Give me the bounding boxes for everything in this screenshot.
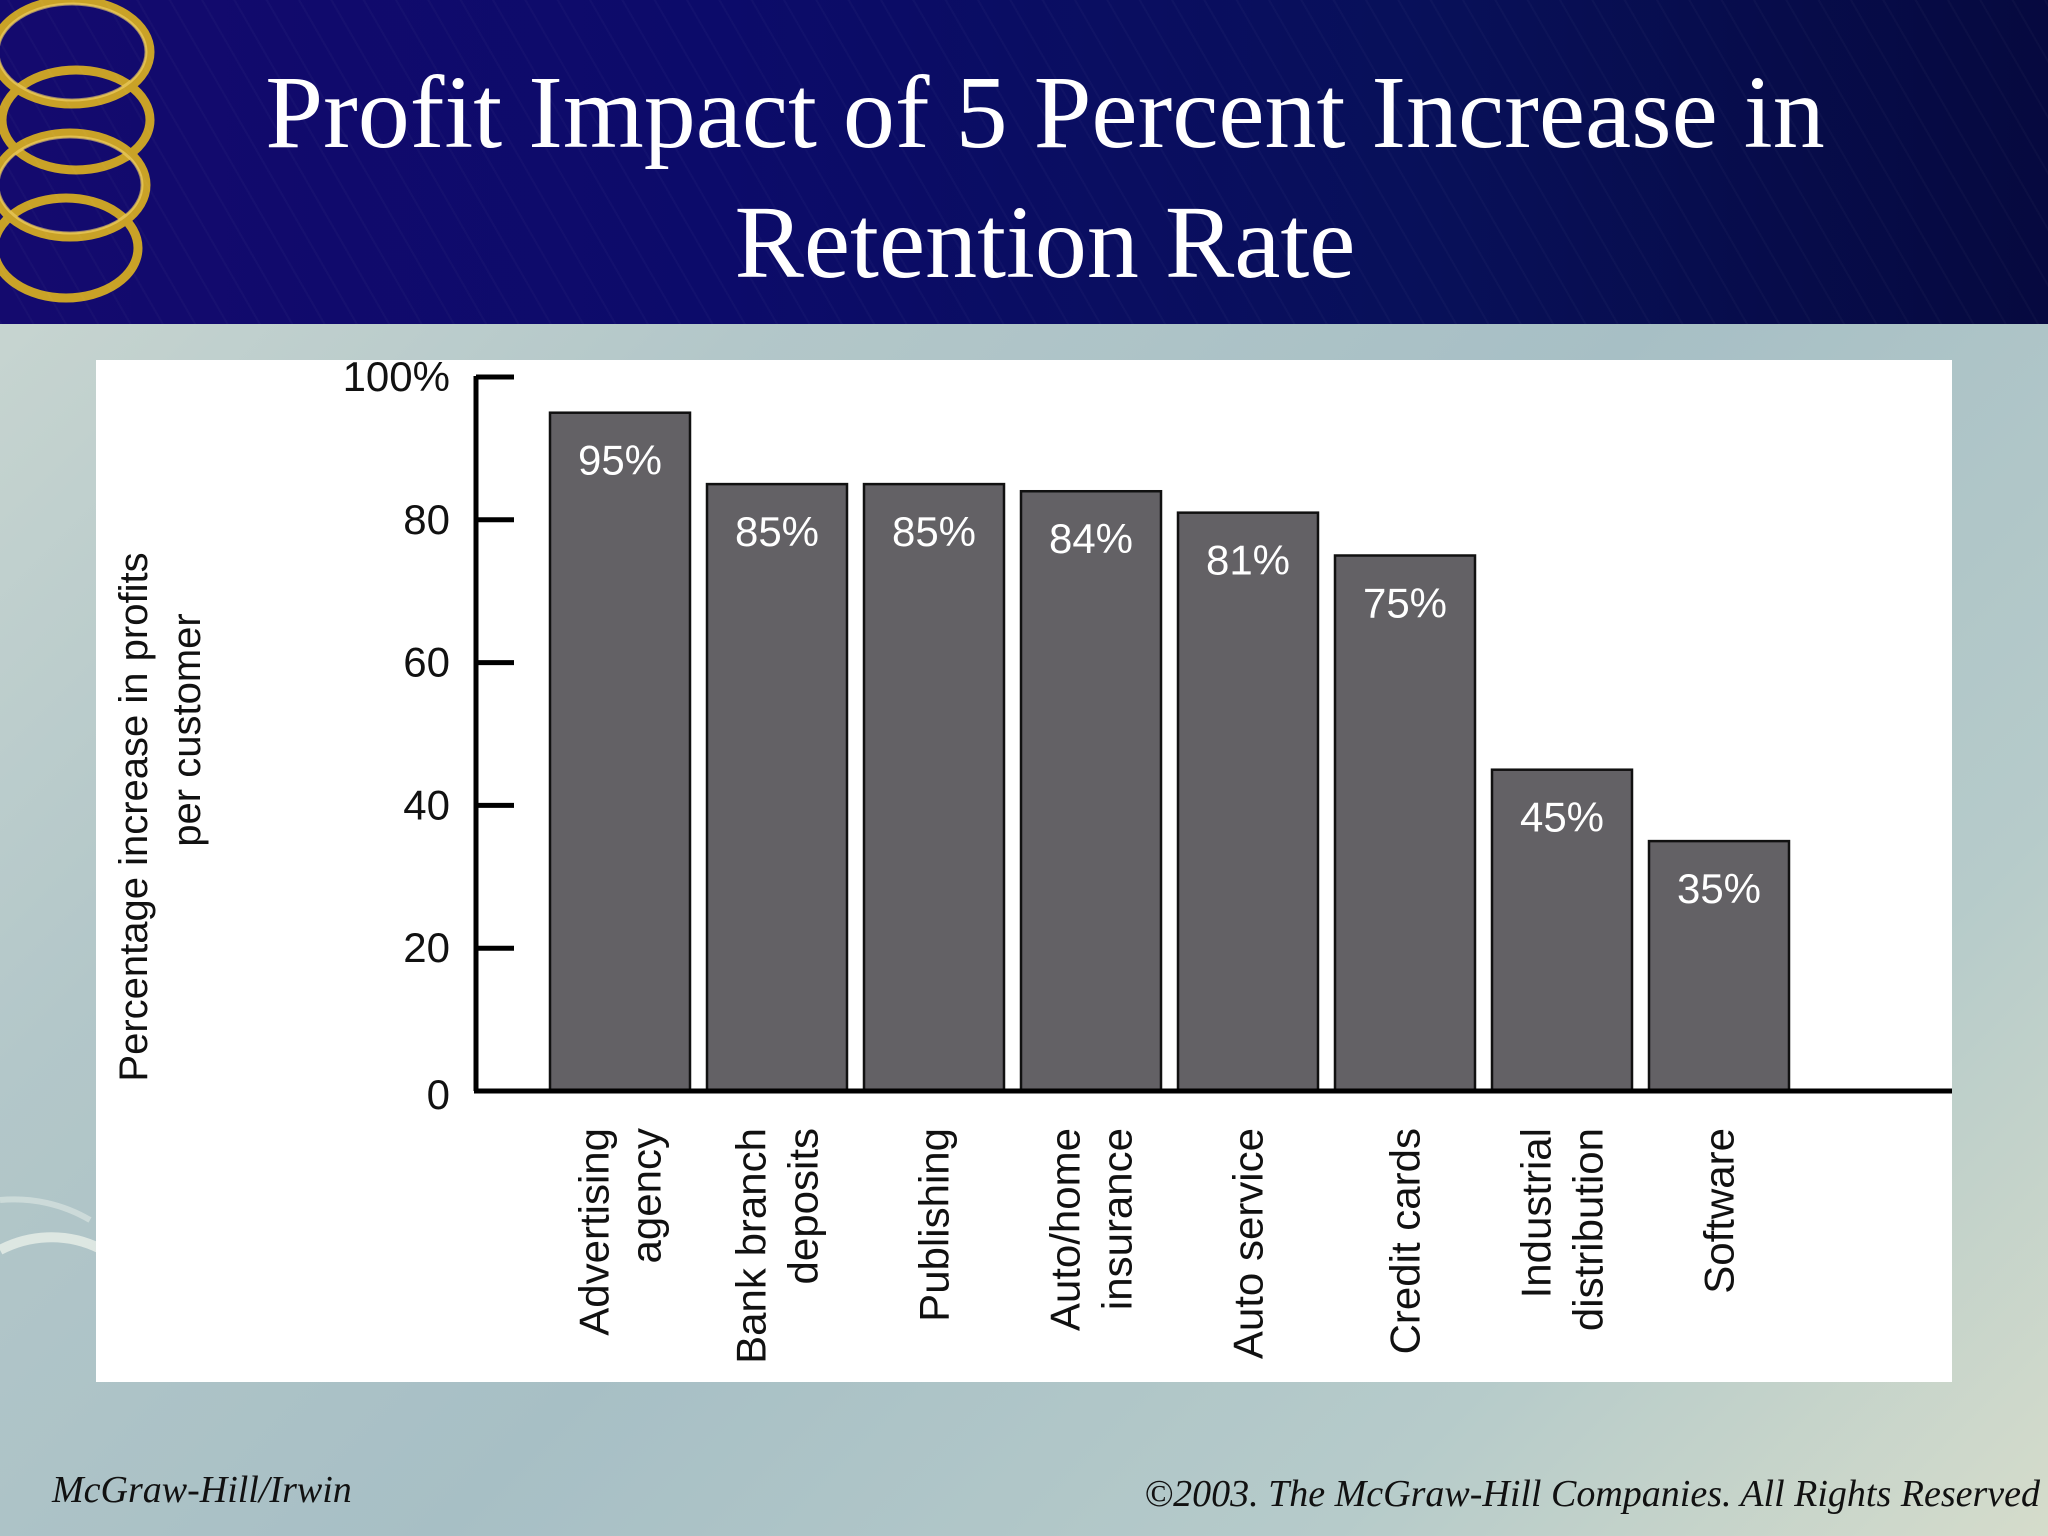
bar-value-label-4: 84% (1049, 515, 1133, 562)
footer-copyright: ©2003. The McGraw-Hill Companies. All Ri… (1144, 1473, 2040, 1515)
title-line-2: Retention Rate (734, 185, 1356, 300)
x-category-label-7-line-1: Industrial (1513, 1128, 1560, 1298)
bar-5 (1176, 511, 1320, 1093)
bar-6 (1333, 554, 1477, 1093)
gold-rings-logo-icon (0, 0, 155, 303)
y-tick-label-60: 60 (403, 639, 450, 686)
bar-value-label-7: 45% (1520, 794, 1604, 841)
x-category-label-4-line-1: Auto/home (1042, 1128, 1089, 1331)
slide-title: Profit Impact of 5 Percent Increase in R… (170, 48, 1920, 308)
y-tick-label-100: 100% (343, 360, 450, 400)
x-category-label-7-line-2: distribution (1565, 1128, 1612, 1331)
bar-7 (1490, 768, 1634, 1093)
bar-value-label-6: 75% (1363, 580, 1447, 627)
x-category-label-8-line-1: Software (1696, 1128, 1743, 1294)
footer-publisher: McGraw-Hill/Irwin (52, 1469, 352, 1511)
x-category-label-6-line-1: Credit cards (1382, 1128, 1429, 1354)
bar-4 (1019, 489, 1163, 1093)
bar-2 (705, 482, 849, 1093)
bar-value-label-1: 95% (578, 437, 662, 484)
x-category-label-2-line-1: Bank branch (728, 1128, 775, 1364)
y-tick-label-0: 0 (427, 1071, 450, 1118)
title-line-1: Profit Impact of 5 Percent Increase in (265, 55, 1825, 170)
bar-8 (1647, 839, 1791, 1093)
bar-value-label-8: 35% (1677, 865, 1761, 912)
bar-value-label-2: 85% (735, 508, 819, 555)
x-category-label-1-line-2: agency (623, 1128, 670, 1263)
y-tick-label-20: 20 (403, 924, 450, 971)
x-category-label-4-line-2: insurance (1094, 1128, 1141, 1310)
x-category-label-5-line-1: Auto service (1225, 1128, 1272, 1359)
bar-value-label-3: 85% (892, 508, 976, 555)
chart-panel: Percentage increase in profits per custom… (96, 360, 1952, 1382)
bar-chart: Percentage increase in profits per custom… (112, 360, 1952, 1364)
y-axis-title-line-2: per customer (165, 613, 209, 846)
y-tick-label-80: 80 (403, 496, 450, 543)
slide-header: Profit Impact of 5 Percent Increase in R… (0, 0, 2048, 324)
x-category-label-1-line-1: Advertising (571, 1128, 618, 1336)
x-category-label-2-line-2: deposits (780, 1128, 827, 1284)
bar-3 (862, 482, 1006, 1093)
y-axis-title-line-1: Percentage increase in profits (112, 552, 156, 1081)
bar-value-label-5: 81% (1206, 537, 1290, 584)
x-category-label-3-line-1: Publishing (911, 1128, 958, 1322)
bar-1 (548, 411, 692, 1093)
y-tick-label-40: 40 (403, 781, 450, 828)
